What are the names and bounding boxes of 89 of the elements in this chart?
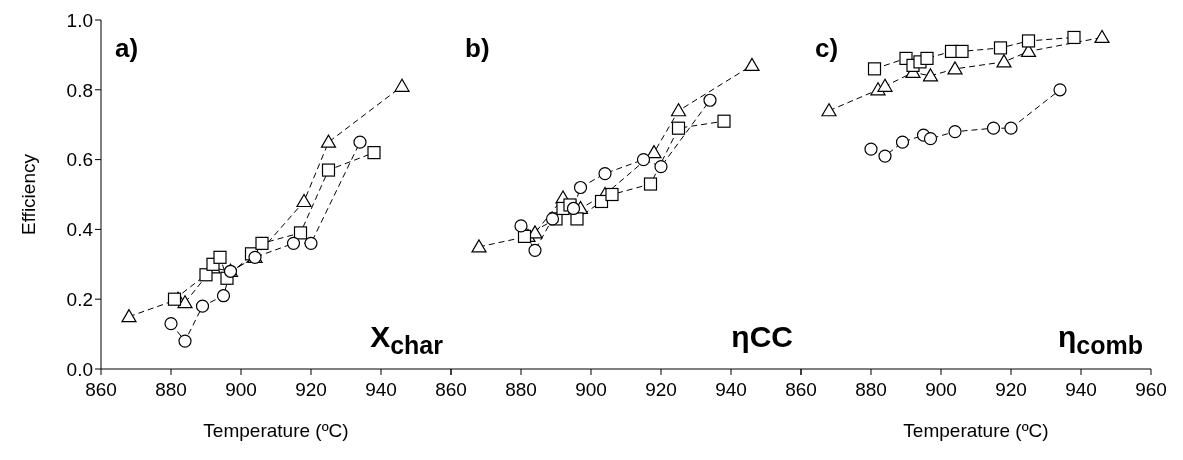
point (255, 236, 269, 250)
point (121, 309, 137, 323)
point (471, 239, 487, 253)
point (864, 142, 878, 156)
point (514, 219, 528, 233)
x-tick-label: 880 (855, 379, 887, 401)
x-tick-label: 940 (365, 379, 397, 401)
annotation: c) (815, 32, 839, 65)
point (528, 243, 542, 257)
point (878, 149, 892, 163)
x-tick-label: 900 (925, 379, 957, 401)
point (671, 121, 686, 135)
point (517, 229, 532, 243)
point (598, 166, 612, 181)
point (573, 180, 588, 195)
point (993, 41, 1008, 55)
x-tick-label: 860 (435, 379, 467, 401)
annotation: b) (465, 32, 490, 65)
x-tick-label: 860 (85, 379, 117, 401)
point (821, 103, 837, 117)
point (703, 93, 717, 107)
point (670, 103, 687, 117)
point (570, 212, 584, 226)
y-tick-label: 0.0 (66, 358, 93, 380)
point (545, 212, 560, 226)
annotation: X$_{char}$ (370, 319, 443, 361)
point (1053, 83, 1067, 97)
x-tick-label: 900 (225, 379, 257, 401)
annotation: a) (115, 32, 139, 65)
y-tick-label: 0.2 (66, 288, 93, 310)
point (920, 51, 934, 65)
point (286, 236, 301, 250)
point (167, 292, 182, 306)
point (877, 78, 893, 92)
point (320, 134, 337, 148)
annotation: η$_{comb}$ (1057, 319, 1143, 361)
x-tick-label: 920 (995, 379, 1027, 401)
x-axis-title: Temperature (ºC) (203, 420, 349, 441)
point (867, 62, 882, 76)
point (296, 193, 312, 208)
point (321, 163, 336, 177)
point (744, 57, 760, 71)
point (654, 159, 668, 174)
x-tick-label: 920 (645, 379, 677, 401)
point (947, 61, 963, 75)
point (1094, 29, 1110, 44)
point (367, 146, 381, 160)
point (164, 317, 178, 331)
point (717, 114, 731, 128)
y-tick-label: 0.6 (66, 149, 93, 171)
point (293, 226, 308, 240)
point (923, 132, 938, 146)
point (948, 125, 962, 139)
y-tick-label: 1.0 (66, 9, 93, 31)
y-axis-title: Efficiency (17, 153, 39, 235)
point (213, 250, 227, 264)
point (895, 135, 910, 149)
point (304, 236, 318, 250)
point (195, 299, 210, 313)
point (394, 78, 410, 92)
point (1004, 121, 1018, 135)
x-tick-label: 940 (715, 379, 747, 401)
point (646, 145, 662, 159)
y-tick-label: 0.8 (66, 79, 93, 101)
point (643, 177, 658, 191)
point (636, 153, 651, 167)
x-tick-label: 960 (1135, 379, 1167, 401)
x-axis-title: Temperature (ºC) (903, 420, 1049, 441)
point (605, 187, 619, 202)
point (1067, 30, 1081, 45)
x-tick-label: 860 (785, 379, 817, 401)
point (199, 268, 213, 282)
x-tick-label: 940 (1065, 379, 1097, 401)
point (216, 289, 231, 303)
point (177, 295, 193, 309)
point (1021, 34, 1036, 48)
point (178, 334, 192, 348)
point (955, 44, 969, 59)
x-tick-label: 880 (155, 379, 187, 401)
point (566, 201, 581, 216)
point (353, 135, 367, 149)
annotation: ηCC (731, 319, 793, 355)
point (986, 121, 1001, 135)
x-tick-label: 900 (575, 379, 607, 401)
y-tick-label: 0.4 (66, 219, 94, 241)
x-tick-label: 920 (295, 379, 327, 401)
point (996, 54, 1012, 68)
point (922, 68, 939, 82)
x-tick-label: 880 (505, 379, 537, 401)
